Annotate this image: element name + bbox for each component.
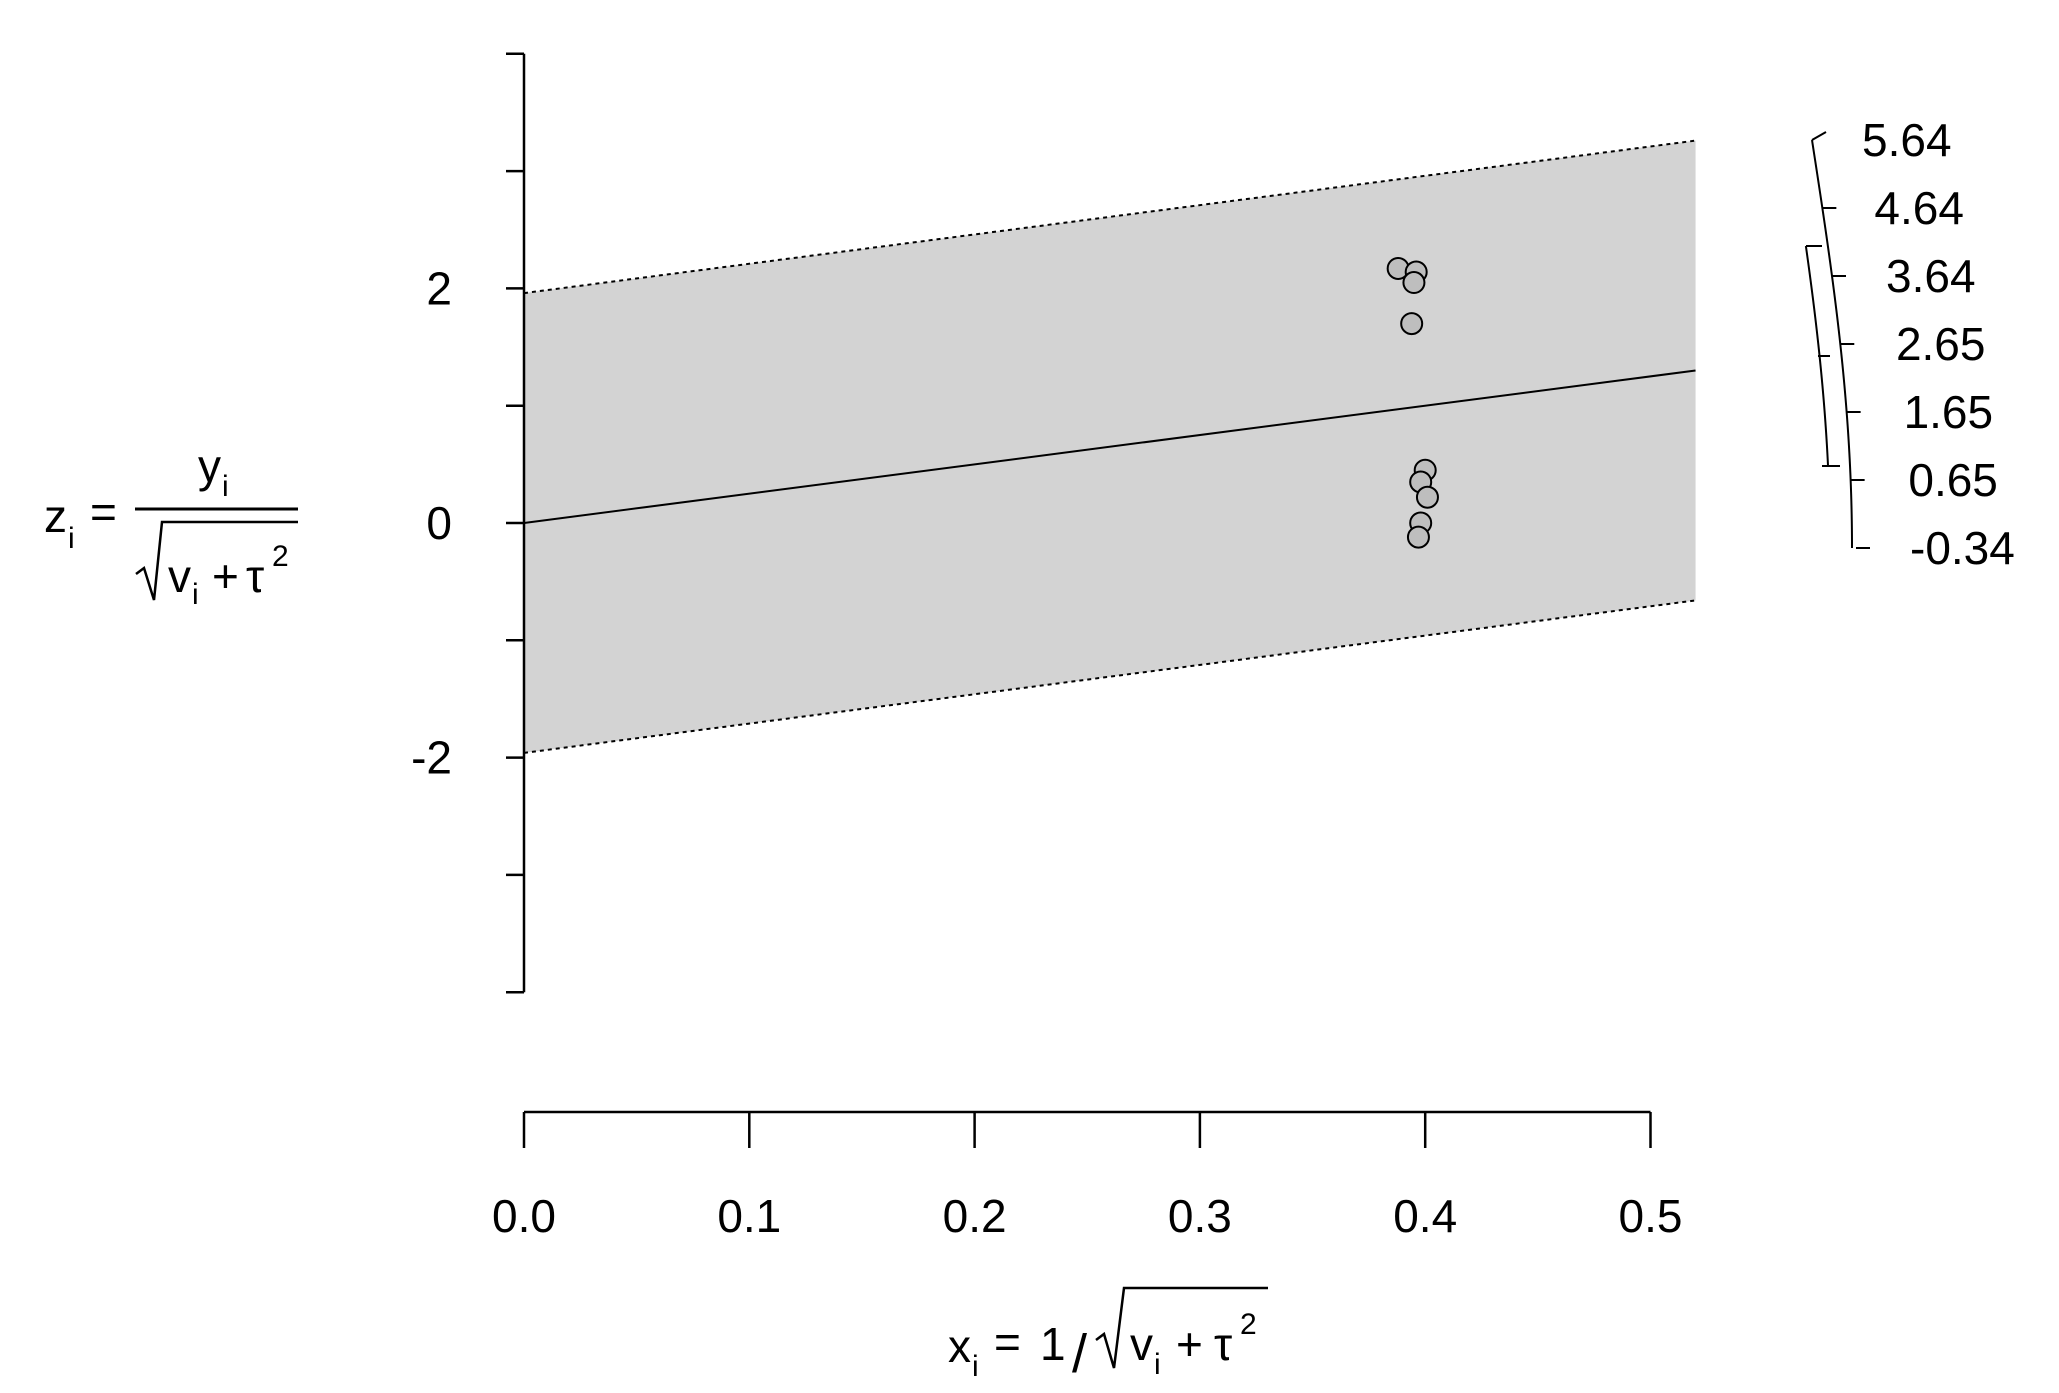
x-label-tau: τ: [1214, 1318, 1232, 1370]
radial-scale: 5.64 4.64 3.64 2.65 1.65 0.65 -0.34: [1804, 114, 2015, 574]
x-tick-label: 0.5: [1619, 1190, 1683, 1242]
radial-scale-label: 0.65: [1908, 454, 1998, 506]
regression-line: [523, 369, 1696, 524]
radial-scale-label: -0.34: [1910, 522, 2015, 574]
y-label-equals: =: [90, 486, 117, 538]
x-label-lhs: x: [948, 1320, 971, 1372]
y-label-denominator-v-subscript: i: [192, 578, 199, 611]
x-tick-label: 0.0: [492, 1190, 556, 1242]
plot-region: [523, 139, 1696, 754]
x-label-v-subscript: i: [1154, 1348, 1161, 1381]
radial-scale-label: 4.64: [1874, 182, 1964, 234]
y-label-denominator-tau-superscript: 2: [272, 540, 289, 573]
y-label-lhs: z: [44, 490, 67, 542]
x-axis: 0.0 0.1 0.2 0.3 0.4 0.5: [492, 1110, 1683, 1242]
x-tick-label: 0.3: [1168, 1190, 1232, 1242]
x-label-lhs-subscript: i: [972, 1350, 979, 1383]
y-label-sqrt-sign: [135, 520, 298, 601]
x-label-plus: +: [1176, 1318, 1203, 1370]
x-label-one: 1: [1040, 1318, 1066, 1370]
x-label-v: v: [1130, 1318, 1153, 1370]
data-point: [1400, 312, 1424, 336]
radial-scale-tick: [1811, 131, 1827, 141]
x-label-slash: /: [1072, 1324, 1087, 1384]
y-label-denominator-tau: τ: [246, 550, 264, 602]
data-point: [1406, 525, 1430, 549]
radial-scale-label: 1.65: [1904, 386, 1994, 438]
x-label-sqrt-sign: [1095, 1286, 1268, 1369]
radial-scale-label: 5.64: [1862, 114, 1952, 166]
y-tick-label: 2: [426, 262, 452, 314]
x-tick-label: 0.4: [1393, 1190, 1457, 1242]
y-tick-label: -2: [411, 732, 452, 784]
x-label-equals: =: [994, 1316, 1021, 1368]
y-axis: -2 0 2: [411, 52, 526, 994]
x-tick-label: 0.1: [717, 1190, 781, 1242]
radial-scale-label: 2.65: [1896, 318, 1986, 370]
y-label-numerator-subscript: i: [222, 470, 229, 503]
x-axis-label: x i = 1 / v i + τ 2: [948, 1286, 1268, 1384]
x-label-tau-superscript: 2: [1240, 1308, 1257, 1341]
y-label-numerator: y: [198, 440, 221, 492]
y-axis-label: z i = y i v i + τ 2: [44, 440, 298, 611]
data-point: [1402, 271, 1426, 295]
y-label-lhs-subscript: i: [68, 522, 75, 555]
y-label-denominator-plus: +: [212, 550, 239, 602]
radial-scale-label: 3.64: [1886, 250, 1976, 302]
y-tick-label: 0: [426, 497, 452, 549]
y-label-denominator-v: v: [168, 550, 191, 602]
x-tick-label: 0.2: [943, 1190, 1007, 1242]
data-points: [1386, 256, 1439, 549]
confidence-band-lower-edge: [523, 599, 1696, 754]
confidence-band-upper-edge: [523, 139, 1696, 295]
data-point: [1415, 485, 1439, 509]
